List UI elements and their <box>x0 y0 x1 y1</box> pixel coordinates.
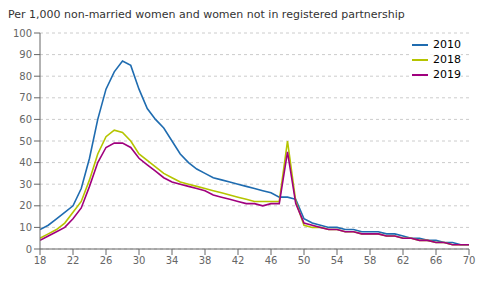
svg-text:40: 40 <box>19 157 32 168</box>
svg-text:50: 50 <box>19 136 32 147</box>
html-text:2010: 2010 <box>433 38 461 51</box>
svg-text:100: 100 <box>13 28 32 39</box>
svg-text:10: 10 <box>19 222 32 233</box>
svg-text:18: 18 <box>34 255 47 266</box>
svg-text:54: 54 <box>331 255 344 266</box>
svg-text:46: 46 <box>265 255 278 266</box>
svg-text:20: 20 <box>19 200 32 211</box>
html-text:Per 1,000 non-married women an: Per 1,000 non-married women and women no… <box>8 8 405 21</box>
svg-text:80: 80 <box>19 71 32 82</box>
svg-text:30: 30 <box>133 255 146 266</box>
svg-text:50: 50 <box>298 255 311 266</box>
svg-text:30: 30 <box>19 179 32 190</box>
svg-text:70: 70 <box>19 92 32 103</box>
svg-text:38: 38 <box>199 255 212 266</box>
svg-text:34: 34 <box>166 255 179 266</box>
svg-text:58: 58 <box>364 255 377 266</box>
html-text:2018: 2018 <box>433 53 461 66</box>
svg-text:60: 60 <box>19 114 32 125</box>
svg-text:0: 0 <box>26 244 32 255</box>
svg-text:90: 90 <box>19 49 32 60</box>
svg-text:66: 66 <box>430 255 443 266</box>
svg-text:22: 22 <box>67 255 80 266</box>
svg-text:62: 62 <box>397 255 410 266</box>
svg-text:26: 26 <box>100 255 113 266</box>
html-text:2019: 2019 <box>433 68 461 81</box>
svg-text:42: 42 <box>232 255 245 266</box>
svg-text:70: 70 <box>463 255 476 266</box>
